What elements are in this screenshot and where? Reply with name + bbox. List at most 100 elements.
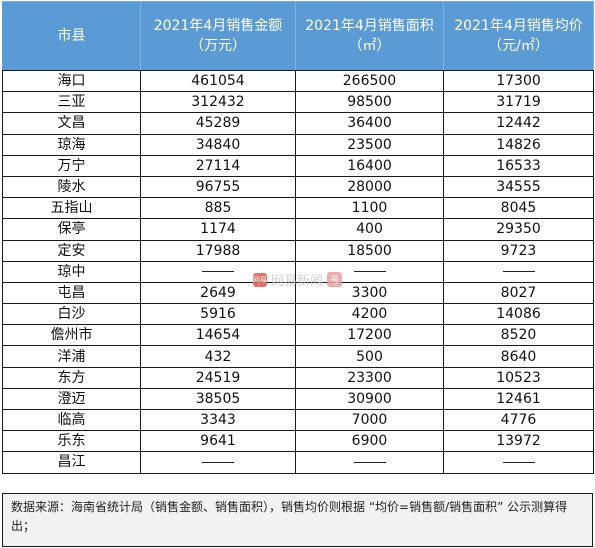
header-city-line1: 市县	[57, 28, 86, 44]
cell-area: 18500	[295, 239, 444, 262]
table-row: 澄迈 38505 30900 12461	[2, 387, 594, 411]
cell-amount: 17988	[140, 239, 296, 262]
cell-price: 12461	[443, 387, 594, 411]
cell-area: 400	[295, 218, 444, 241]
table-row: 海口 461054 266500 17300	[2, 69, 594, 93]
cell-city: 乐东	[2, 430, 141, 453]
cell-city: 保亭	[2, 218, 141, 241]
header-price: 2021年4月销售均价 （元/㎡）	[443, 1, 594, 71]
cell-price: 8027	[443, 281, 594, 305]
cell-city: 海口	[2, 69, 141, 93]
cell-amount: 9641	[140, 430, 296, 453]
table-row: 陵水 96755 28000 34555	[2, 175, 594, 199]
data-source-note: 数据来源：海南省统计局（销售金额、销售面积），销售均价则根据 “均价=销售额/销…	[2, 493, 593, 547]
table-row: 儋州市 14654 17200 8520	[2, 324, 594, 347]
cell-area: 500	[295, 345, 444, 368]
cell-price: 16533	[443, 154, 594, 177]
cell-amount: 24519	[140, 366, 296, 389]
cell-price: 17300	[443, 69, 594, 93]
cell-price	[443, 451, 594, 474]
cell-amount: 34840	[140, 133, 296, 156]
cell-city: 琼海	[2, 133, 141, 156]
cell-price: 13972	[443, 430, 594, 453]
cell-amount: 38505	[140, 387, 296, 411]
watermark-badge: 号	[327, 272, 343, 287]
cell-amount: 1174	[140, 218, 296, 241]
cell-city: 三亚	[2, 91, 141, 114]
table-row: 昌江	[2, 451, 594, 474]
header-amount-line2: （万元）	[190, 38, 246, 54]
cell-city: 儋州市	[2, 324, 141, 347]
no-data-dash	[353, 461, 386, 463]
cell-area: 17200	[295, 324, 444, 347]
cell-price: 29350	[443, 218, 594, 241]
cell-city: 白沙	[2, 303, 141, 326]
cell-amount: 312432	[140, 91, 296, 114]
table-row: 临高 3343 7000 4776	[2, 408, 594, 432]
table-row: 东方 24519 23300 10523	[2, 366, 594, 389]
cell-area: 23300	[295, 366, 444, 389]
cell-price: 8520	[443, 324, 594, 347]
cell-city: 东方	[2, 366, 141, 389]
cell-amount: 2649	[140, 281, 296, 305]
table-row: 万宁 27114 16400 16533	[2, 154, 594, 177]
netease-watermark: 网易 网易新闻 号	[253, 270, 343, 289]
cell-price: 14826	[443, 133, 594, 156]
cell-city: 琼中	[2, 260, 141, 283]
table-row: 定安 17988 18500 9723	[2, 239, 594, 262]
cell-area: 36400	[295, 112, 444, 135]
cell-city: 五指山	[2, 197, 141, 220]
cell-city: 洋浦	[2, 345, 141, 368]
cell-city: 陵水	[2, 175, 141, 199]
header-amount-line1: 2021年4月销售金额	[153, 18, 283, 34]
cell-amount: 885	[140, 197, 296, 220]
cell-area: 16400	[295, 154, 444, 177]
sales-table: 市县 2021年4月销售金额 （万元） 2021年4月销售面积 （㎡） 2021…	[2, 1, 594, 474]
cell-price: 10523	[443, 366, 594, 389]
cell-city: 临高	[2, 408, 141, 432]
table-row: 洋浦 432 500 8640	[2, 345, 594, 368]
cell-amount: 27114	[140, 154, 296, 177]
cell-area: 23500	[295, 133, 444, 156]
no-data-dash	[502, 271, 535, 273]
header-area-line2: （㎡）	[348, 38, 391, 54]
cell-price: 31719	[443, 91, 594, 114]
cell-area	[295, 451, 444, 474]
header-row: 市县 2021年4月销售金额 （万元） 2021年4月销售面积 （㎡） 2021…	[2, 1, 594, 71]
cell-area: 4200	[295, 303, 444, 326]
header-city: 市县	[2, 1, 141, 71]
table-row: 文昌 45289 36400 12442	[2, 112, 594, 135]
no-data-dash	[202, 461, 234, 463]
header-price-line2: （元/㎡）	[488, 38, 549, 54]
cell-amount	[140, 451, 296, 474]
header-price-line1: 2021年4月销售均价	[454, 18, 583, 34]
no-data-dash	[202, 271, 234, 273]
cell-area: 7000	[295, 408, 444, 432]
header-area-line1: 2021年4月销售面积	[305, 18, 434, 34]
cell-city: 万宁	[2, 154, 141, 177]
cell-city: 屯昌	[2, 281, 141, 305]
table-row: 五指山 885 1100 8045	[2, 197, 594, 220]
cell-area: 30900	[295, 387, 444, 411]
table-row: 乐东 9641 6900 13972	[2, 430, 594, 453]
cell-area: 98500	[295, 91, 444, 114]
netease-logo-icon: 网易	[253, 272, 267, 287]
cell-city: 定安	[2, 239, 141, 262]
watermark-text: 网易新闻	[271, 274, 324, 289]
table-row: 白沙 5916 4200 14086	[2, 303, 594, 326]
table-row: 琼海 34840 23500 14826	[2, 133, 594, 156]
cell-price: 34555	[443, 175, 594, 199]
table-row: 三亚 312432 98500 31719	[2, 91, 594, 114]
cell-area: 3300	[295, 281, 444, 305]
cell-area: 6900	[295, 430, 444, 453]
table-row: 保亭 1174 400 29350	[2, 218, 594, 241]
cell-amount: 96755	[140, 175, 296, 199]
table-body: 海口 461054 266500 17300 三亚 312432 98500 31719 文昌 4…	[2, 69, 594, 474]
cell-amount: 3343	[140, 408, 296, 432]
cell-city: 昌江	[2, 451, 141, 474]
cell-area: 1100	[295, 197, 444, 220]
cell-price: 4776	[443, 408, 594, 432]
cell-price: 14086	[443, 303, 594, 326]
cell-city: 澄迈	[2, 387, 141, 411]
